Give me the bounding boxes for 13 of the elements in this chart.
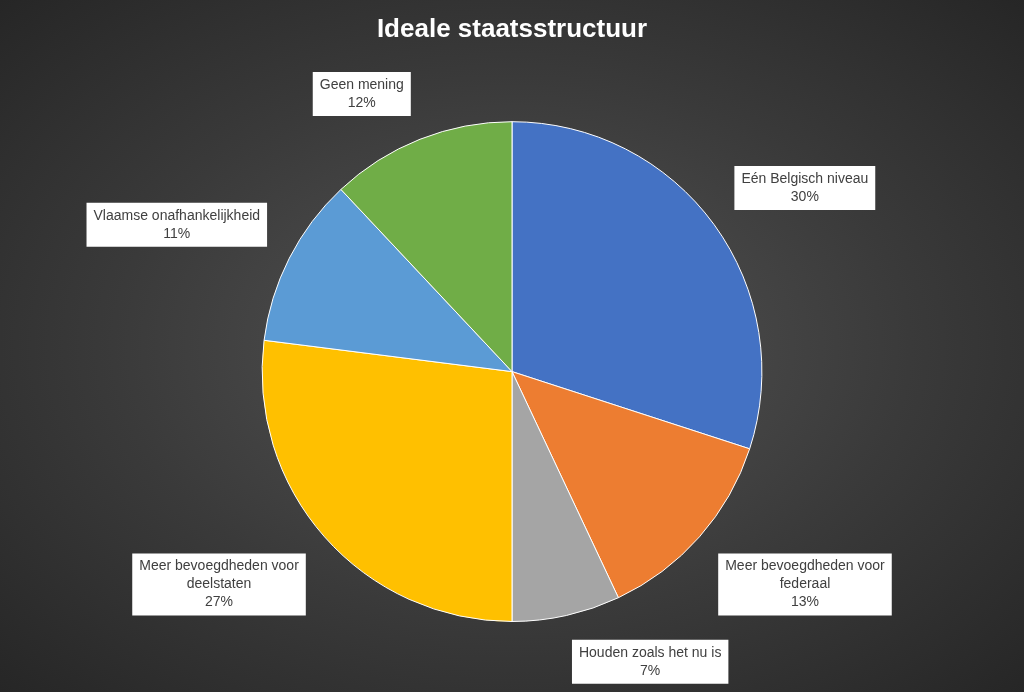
data-label: 12% [347, 93, 376, 110]
slice-label: Meer bevoegdheden voor federaal [725, 557, 886, 592]
slice-label: Houden zoals het nu is [578, 643, 722, 660]
chart-title: Ideale staatsstructuur [376, 12, 648, 43]
data-label: 27% [205, 593, 234, 610]
data-label: 7% [640, 661, 661, 678]
data-label: 11% [163, 224, 191, 241]
slice-label: Geen mening [319, 75, 404, 92]
slice-label: Eén Belgisch niveau [741, 169, 869, 186]
slice-label: Meer bevoegdheden voor deelstaten [139, 557, 300, 592]
slice-label: Vlaamse onafhankelijkheid [93, 206, 261, 223]
data-label: 13% [790, 593, 819, 610]
data-label: 30% [790, 187, 819, 204]
